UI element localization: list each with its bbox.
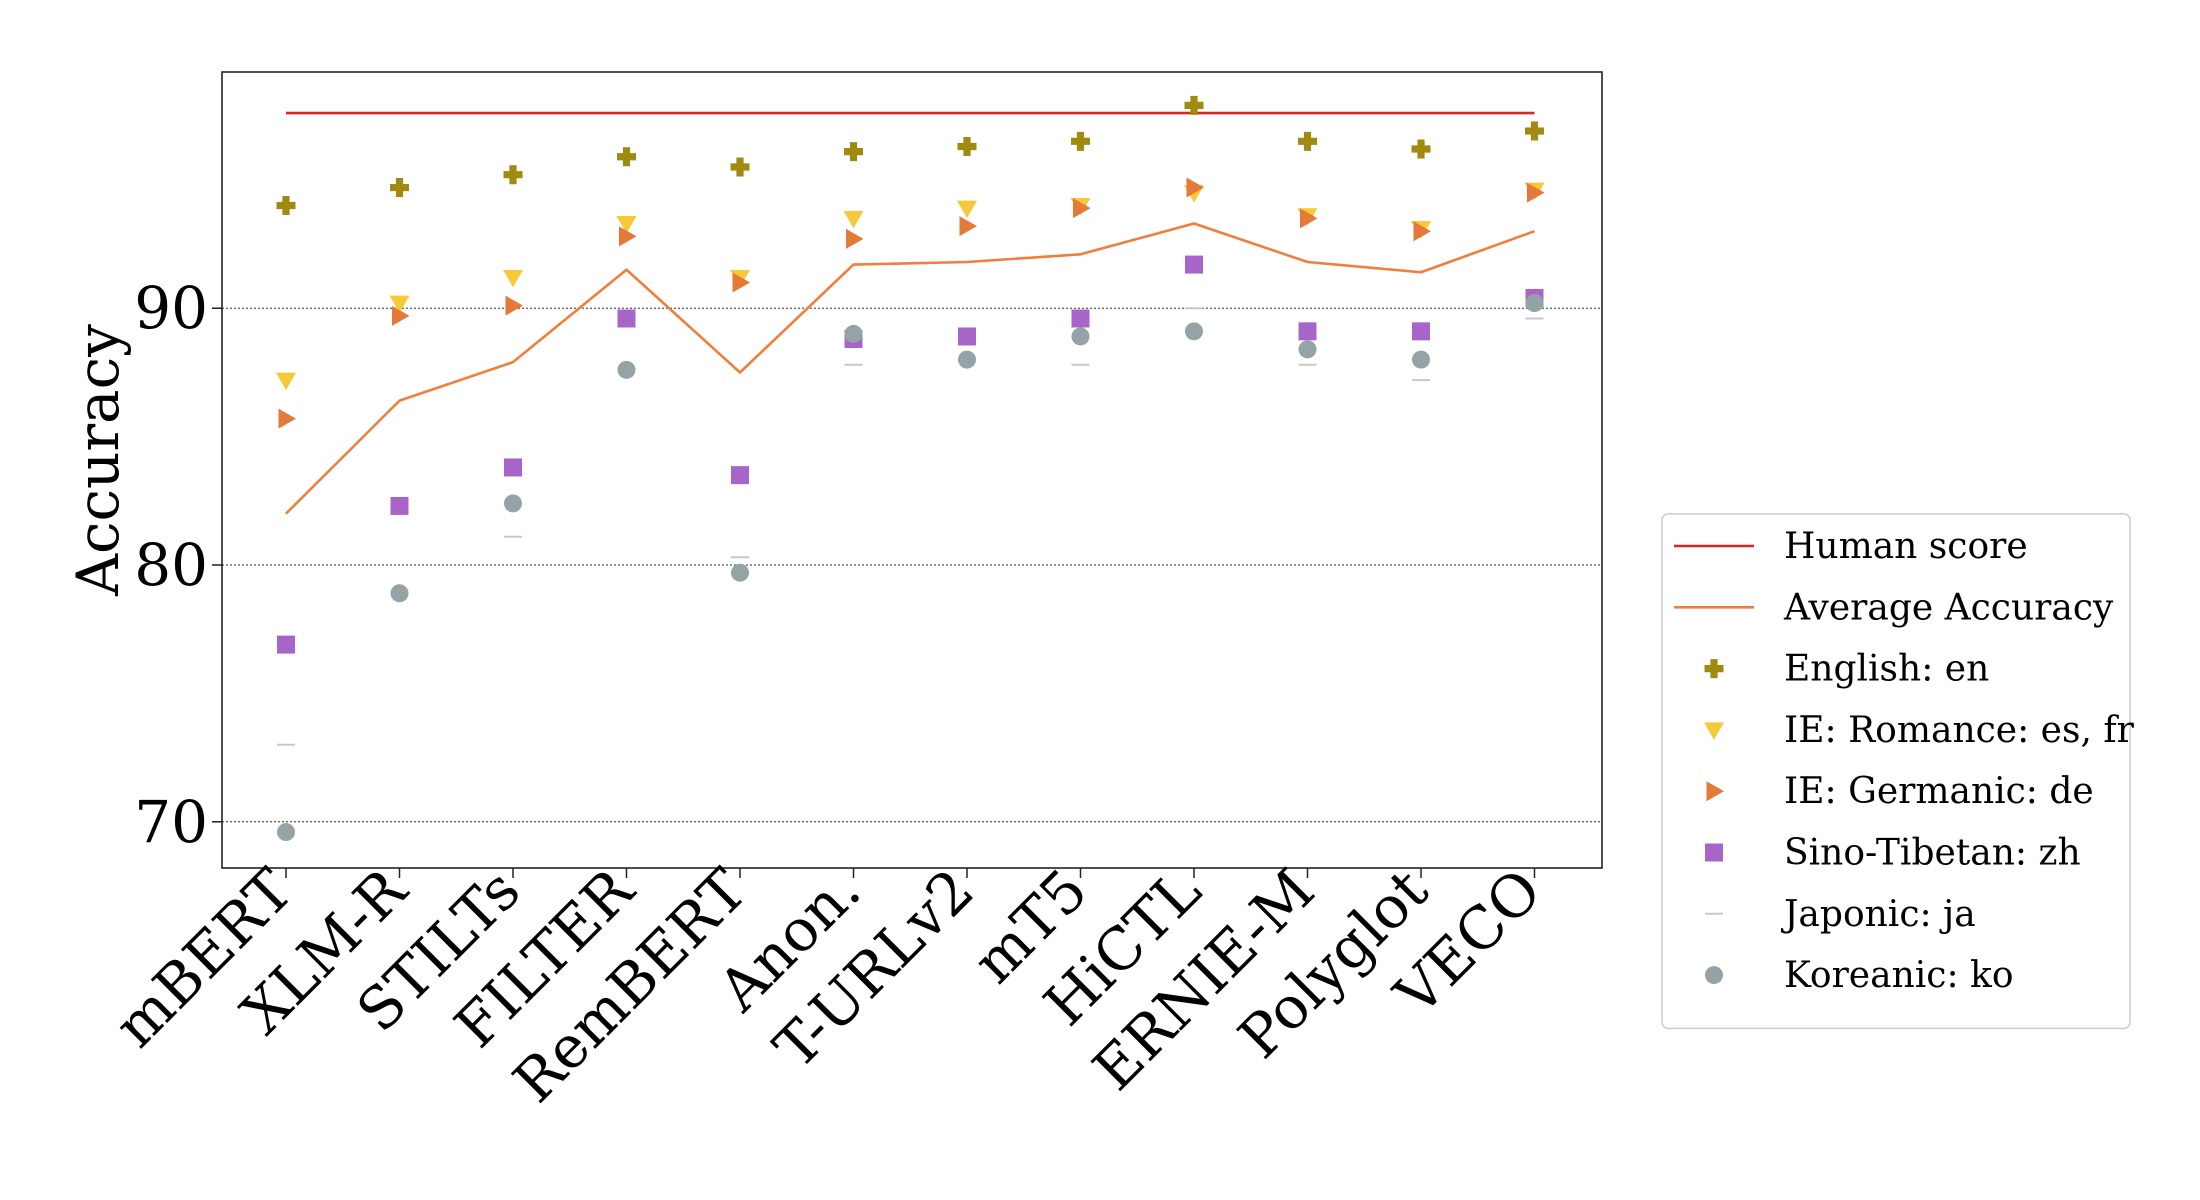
legend-entry-human-score: Human score (1674, 526, 2028, 567)
y-axis-label: Accuracy (64, 324, 132, 597)
point-ie-germanic-de-mbert (278, 408, 296, 429)
point-ie-germanic-de-ernie-m (1300, 208, 1318, 229)
series-english-en (276, 95, 1544, 216)
point-sino-tibetan-zh-polyglot (1412, 322, 1430, 341)
point-english-en-filter (617, 147, 636, 167)
point-sino-tibetan-zh-hictl (1185, 255, 1203, 274)
point-koreanic-ko-veco (1525, 294, 1544, 313)
point-sino-tibetan-zh-filter (617, 309, 636, 328)
legend-entry-ie-romance-es-fr: IE: Romance: es, fr (1704, 710, 2135, 751)
point-koreanic-ko-mbert (277, 823, 295, 842)
point-ie-germanic-de-mt5 (1073, 198, 1091, 219)
legend-label-ie-germanic-de: IE: Germanic: de (1784, 771, 2094, 812)
y-tick-label-80: 80 (134, 531, 208, 599)
point-koreanic-ko-stilts (504, 494, 522, 513)
y-tick-label-90: 90 (134, 274, 208, 342)
point-english-en-xlm-r (390, 178, 409, 198)
legend-entry-ie-germanic-de: IE: Germanic: de (1706, 771, 2094, 812)
point-sino-tibetan-zh-rembert (731, 466, 749, 485)
point-ie-germanic-de-stilts (505, 295, 523, 316)
axis-layer: 708090mBERTXLM-RSTILTsFILTERRemBERTAnon.… (101, 274, 1554, 1115)
marker-layer (276, 95, 1545, 842)
legend-swatch-ie-romance-es-fr (1704, 722, 1724, 740)
point-english-en-stilts (503, 165, 523, 185)
point-english-en-ernie-m (1298, 131, 1317, 151)
legend-entry-japonic-ja: Japonic: ja (1705, 894, 1976, 935)
legend-entry-sino-tibetan-zh: Sino-Tibetan: zh (1705, 833, 2081, 874)
point-koreanic-ko-xlm-r (390, 584, 409, 603)
average-accuracy-line (285, 222, 1535, 515)
legend-swatch-english-en (1704, 659, 1724, 679)
legend-swatch-koreanic-ko (1705, 966, 1723, 985)
series-sino-tibetan-zh (277, 255, 1544, 654)
point-ie-romance-es-fr-anon (843, 210, 864, 229)
point-ie-romance-es-fr-stilts (503, 269, 523, 288)
point-english-en-hictl (1184, 95, 1204, 115)
line-layer (285, 111, 1535, 515)
series-ie-germanic-de (278, 177, 1545, 429)
legend: Human score Average Accuracy English: en IE… (1661, 513, 2135, 1030)
legend-label-japonic-ja: Japonic: ja (1780, 894, 1976, 935)
point-koreanic-ko-filter (617, 360, 636, 379)
point-ie-romance-es-fr-xlm-r (389, 295, 410, 314)
legend-box (1661, 513, 2131, 1030)
series-japonic-ja (277, 307, 1544, 746)
point-koreanic-ko-t-urlv2 (958, 350, 976, 369)
point-ie-romance-es-fr-t-urlv2 (957, 200, 977, 219)
point-sino-tibetan-zh-xlm-r (390, 496, 409, 515)
point-english-en-t-urlv2 (957, 136, 977, 156)
point-ie-germanic-de-filter (619, 226, 637, 247)
point-english-en-veco (1525, 121, 1544, 141)
y-tick-label-70: 70 (134, 788, 208, 856)
point-koreanic-ko-anon (844, 324, 863, 343)
legend-label-average-accuracy: Average Accuracy (1783, 587, 2114, 628)
legend-entry-english-en: English: en (1704, 649, 1989, 690)
point-sino-tibetan-zh-mbert (277, 635, 295, 654)
point-sino-tibetan-zh-ernie-m (1298, 322, 1317, 341)
grid-layer (222, 307, 1602, 823)
series-ie-romance-es-fr (276, 182, 1545, 391)
point-koreanic-ko-hictl (1185, 322, 1203, 341)
point-ie-germanic-de-anon (846, 228, 864, 249)
legend-label-ie-romance-es-fr: IE: Romance: es, fr (1784, 710, 2135, 751)
legend-label-human-score: Human score (1784, 526, 2028, 567)
point-koreanic-ko-ernie-m (1298, 340, 1317, 359)
point-sino-tibetan-zh-mt5 (1071, 309, 1090, 328)
legend-label-sino-tibetan-zh: Sino-Tibetan: zh (1784, 833, 2081, 874)
point-koreanic-ko-polyglot (1412, 350, 1430, 369)
point-english-en-mt5 (1071, 131, 1090, 151)
point-ie-germanic-de-veco (1527, 182, 1545, 203)
point-ie-germanic-de-hictl (1186, 177, 1204, 198)
point-ie-germanic-de-rembert (732, 272, 750, 293)
point-ie-romance-es-fr-filter (616, 215, 637, 234)
point-ie-germanic-de-polyglot (1413, 221, 1431, 242)
legend-label-english-en: English: en (1784, 649, 1989, 690)
point-english-en-polyglot (1411, 139, 1431, 159)
legend-swatch-ie-germanic-de (1706, 781, 1724, 802)
legend-swatch-sino-tibetan-zh (1705, 843, 1723, 862)
point-english-en-anon (844, 142, 863, 162)
legend-label-koreanic-ko: Koreanic: ko (1784, 955, 2014, 996)
point-ie-germanic-de-xlm-r (392, 305, 410, 326)
point-ie-romance-es-fr-mbert (276, 372, 296, 391)
legend-entry-average-accuracy: Average Accuracy (1674, 587, 2114, 628)
point-koreanic-ko-rembert (731, 563, 749, 582)
legend-entry-koreanic-ko: Koreanic: ko (1705, 955, 2014, 996)
point-english-en-rembert (730, 157, 750, 177)
point-koreanic-ko-mt5 (1071, 327, 1090, 346)
series-koreanic-ko (277, 294, 1544, 842)
point-ie-germanic-de-t-urlv2 (959, 216, 977, 237)
point-english-en-mbert (276, 196, 296, 216)
plot-frame (221, 71, 1603, 869)
point-sino-tibetan-zh-stilts (504, 458, 522, 477)
point-sino-tibetan-zh-t-urlv2 (958, 327, 976, 346)
